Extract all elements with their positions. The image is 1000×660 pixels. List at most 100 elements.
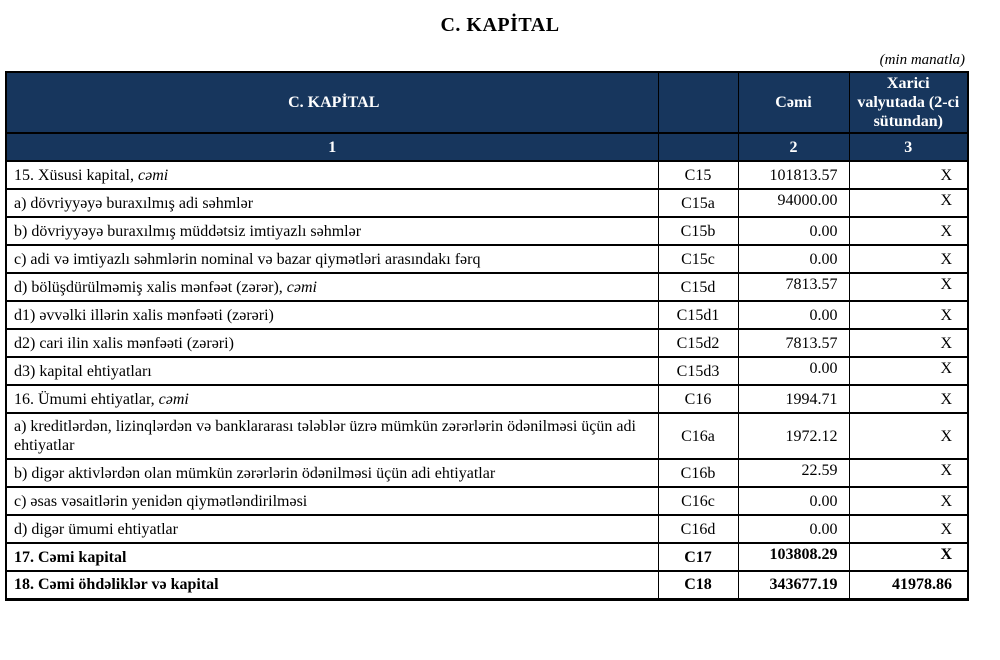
- table-row: d1) əvvəlki illərin xalis mənfəəti (zərə…: [5, 300, 969, 330]
- row-label-text: d2) cari ilin xalis mənfəəti (zərəri): [14, 334, 234, 352]
- row-value: 7813.57: [737, 272, 850, 302]
- row-value: 22.59: [737, 458, 850, 488]
- row-label: d1) əvvəlki illərin xalis mənfəəti (zərə…: [5, 300, 659, 330]
- table-body: 15. Xüsusi kapital, cəmi C15 101813.57 X…: [5, 160, 969, 600]
- row-code: C15d1: [657, 300, 739, 330]
- row-label: 18. Cəmi öhdəliklər və kapital: [5, 570, 659, 600]
- column-index-row: 1 2 3: [5, 132, 969, 162]
- table-row: b) digər aktivlərdən olan mümkün zərərlə…: [5, 458, 969, 488]
- row-label: d2) cari ilin xalis mənfəəti (zərəri): [5, 328, 659, 358]
- row-label-italic-text: cəmi: [158, 390, 189, 408]
- row-currency-value: X: [848, 412, 969, 460]
- row-value: 94000.00: [737, 188, 850, 218]
- row-label: b) dövriyyəyə buraxılmış müddətsiz imtiy…: [5, 216, 659, 246]
- header-cell-title: C. KAPİTAL: [5, 71, 659, 134]
- row-value: 0.00: [737, 300, 850, 330]
- row-value: 0.00: [737, 514, 850, 544]
- row-label-text: b) dövriyyəyə buraxılmış müddətsiz imtiy…: [14, 222, 362, 240]
- row-label: d) bölüşdürülməmiş xalis mənfəət (zərər)…: [5, 272, 659, 302]
- row-label-text: a) kreditlərdən, lizinqlərdən və banklar…: [14, 418, 636, 454]
- row-code: C16b: [657, 458, 739, 488]
- row-code: C16a: [657, 412, 739, 460]
- row-value: 101813.57: [737, 160, 850, 190]
- table-row: 17. Cəmi kapital C17 103808.29 X: [5, 542, 969, 572]
- row-label-text: 18. Cəmi öhdəliklər və kapital: [14, 576, 219, 594]
- row-label-text: a) dövriyyəyə buraxılmış adi səhmlər: [14, 194, 254, 212]
- header-cell-foreign-currency: Xarici valyutada (2-ci sütundan): [848, 71, 969, 134]
- row-currency-value: X: [848, 272, 969, 302]
- table-header: C. KAPİTAL Cəmi Xarici valyutada (2-ci s…: [5, 71, 969, 162]
- header-cell-total: Cəmi: [737, 71, 850, 134]
- row-label: 17. Cəmi kapital: [5, 542, 659, 572]
- row-code: C18: [657, 570, 739, 600]
- row-currency-value: X: [848, 328, 969, 358]
- row-code: C16c: [657, 486, 739, 516]
- row-label-italic-text: cəmi: [286, 278, 317, 296]
- row-currency-value: X: [848, 188, 969, 218]
- row-label-italic-text: cəmi: [138, 166, 169, 184]
- row-code: C15c: [657, 244, 739, 274]
- row-label-text: d) digər ümumi ehtiyatlar: [14, 520, 178, 538]
- row-currency-value: X: [848, 244, 969, 274]
- row-code: C16d: [657, 514, 739, 544]
- row-currency-value: X: [848, 160, 969, 190]
- table-row: c) adi və imtiyazlı səhmlərin nominal və…: [5, 244, 969, 274]
- row-label-text: 15. Xüsusi kapital,: [14, 166, 138, 184]
- table-row: d2) cari ilin xalis mənfəəti (zərəri) C1…: [5, 328, 969, 358]
- row-currency-value: 41978.86: [848, 570, 969, 600]
- row-currency-value: X: [848, 356, 969, 386]
- row-label: c) adi və imtiyazlı səhmlərin nominal və…: [5, 244, 659, 274]
- row-value: 1972.12: [737, 412, 850, 460]
- table-row: 16. Ümumi ehtiyatlar, cəmi C16 1994.71 X: [5, 384, 969, 414]
- row-label-text: b) digər aktivlərdən olan mümkün zərərlə…: [14, 464, 496, 482]
- row-label: c) əsas vəsaitlərin yenidən qiymətləndir…: [5, 486, 659, 516]
- capital-table: C. KAPİTAL Cəmi Xarici valyutada (2-ci s…: [5, 71, 969, 601]
- index-cell-3: 3: [848, 132, 969, 162]
- row-label-text: c) əsas vəsaitlərin yenidən qiymətləndir…: [14, 492, 308, 510]
- row-label: 15. Xüsusi kapital, cəmi: [5, 160, 659, 190]
- row-label-text: c) adi və imtiyazlı səhmlərin nominal və…: [14, 250, 481, 268]
- row-code: C15d2: [657, 328, 739, 358]
- index-cell-2: 2: [737, 132, 850, 162]
- page-title: C. KAPİTAL: [440, 14, 560, 36]
- row-currency-value: X: [848, 514, 969, 544]
- table-row: a) kreditlərdən, lizinqlərdən və banklar…: [5, 412, 969, 460]
- row-currency-value: X: [848, 300, 969, 330]
- row-currency-value: X: [848, 384, 969, 414]
- table-row: d) bölüşdürülməmiş xalis mənfəət (zərər)…: [5, 272, 969, 302]
- header-cell-code: [657, 71, 739, 134]
- row-label-text: 17. Cəmi kapital: [14, 548, 127, 566]
- table-row: b) dövriyyəyə buraxılmış müddətsiz imtiy…: [5, 216, 969, 246]
- row-code: C17: [657, 542, 739, 572]
- row-code: C16: [657, 384, 739, 414]
- row-label: 16. Ümumi ehtiyatlar, cəmi: [5, 384, 659, 414]
- row-label: b) digər aktivlərdən olan mümkün zərərlə…: [5, 458, 659, 488]
- row-currency-value: X: [848, 542, 969, 572]
- row-code: C15d: [657, 272, 739, 302]
- row-value: 7813.57: [737, 328, 850, 358]
- table-row: a) dövriyyəyə buraxılmış adi səhmlər C15…: [5, 188, 969, 218]
- row-label: a) dövriyyəyə buraxılmış adi səhmlər: [5, 188, 659, 218]
- row-value: 0.00: [737, 486, 850, 516]
- row-value: 0.00: [737, 244, 850, 274]
- row-code: C15a: [657, 188, 739, 218]
- row-value: 1994.71: [737, 384, 850, 414]
- row-currency-value: X: [848, 216, 969, 246]
- table-row: d3) kapital ehtiyatları C15d3 0.00 X: [5, 356, 969, 386]
- row-code: C15b: [657, 216, 739, 246]
- index-cell-1: 1: [5, 132, 659, 162]
- row-currency-value: X: [848, 458, 969, 488]
- row-code: C15: [657, 160, 739, 190]
- row-value: 0.00: [737, 356, 850, 386]
- table-row: 15. Xüsusi kapital, cəmi C15 101813.57 X: [5, 160, 969, 190]
- unit-note: (min manatla): [879, 52, 965, 68]
- row-value: 343677.19: [737, 570, 850, 600]
- row-label-text: d3) kapital ehtiyatları: [14, 362, 152, 380]
- index-cell-blank: [657, 132, 739, 162]
- row-value: 0.00: [737, 216, 850, 246]
- table-row: 18. Cəmi öhdəliklər və kapital C18 34367…: [5, 570, 969, 600]
- header-row: C. KAPİTAL Cəmi Xarici valyutada (2-ci s…: [5, 71, 969, 134]
- row-label: d3) kapital ehtiyatları: [5, 356, 659, 386]
- row-value: 103808.29: [737, 542, 850, 572]
